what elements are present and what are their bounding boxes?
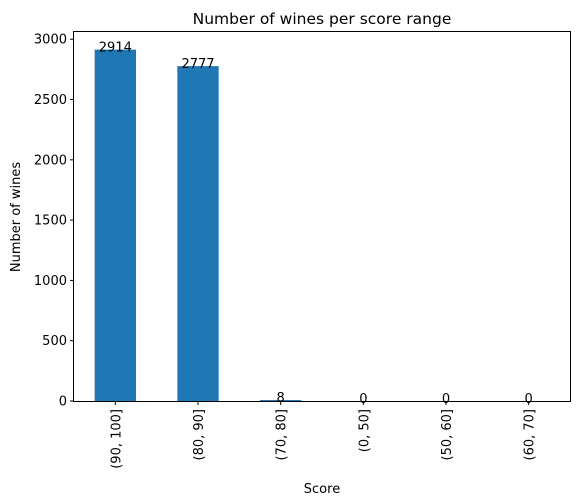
y-tick-label: 1500 [34,214,67,229]
data-label: 0 [359,392,367,407]
x-tick-label: (80, 90] [192,409,207,461]
y-tick-label: 3000 [34,33,67,48]
x-tick-label: (90, 100] [109,409,124,469]
data-label: 0 [525,392,533,407]
y-tick-label: 2500 [34,93,67,108]
chart-title: Number of wines per score range [193,10,452,28]
bar [94,49,136,401]
data-label: 8 [277,391,285,406]
x-tick-label: (60, 70] [523,409,538,461]
data-labels-group: 2914 2777 8 0 0 0 [99,41,533,407]
x-tick-label: (70, 80] [275,409,290,461]
bar [177,66,219,402]
plot-frame [73,31,571,402]
data-label: 2777 [181,57,214,72]
y-tick-label: 500 [42,334,67,349]
y-tick-label: 2000 [34,153,67,168]
y-tick-label: 0 [59,395,67,410]
y-tick-label: 1000 [34,274,67,289]
bars-group [94,49,302,402]
y-axis-label: Number of wines [9,162,24,272]
x-tick-label: (50, 60] [440,409,455,461]
bar [260,400,302,401]
x-tick-label: (0, 50] [357,409,372,452]
y-axis: 0 500 1000 1500 2000 2500 3000 [34,33,74,410]
x-axis: (90, 100] (80, 90] (70, 80] (0, 50] (50, 60]… [109,401,538,469]
data-label: 0 [442,392,450,407]
data-label: 2914 [99,41,132,56]
x-axis-label: Score [304,482,340,497]
